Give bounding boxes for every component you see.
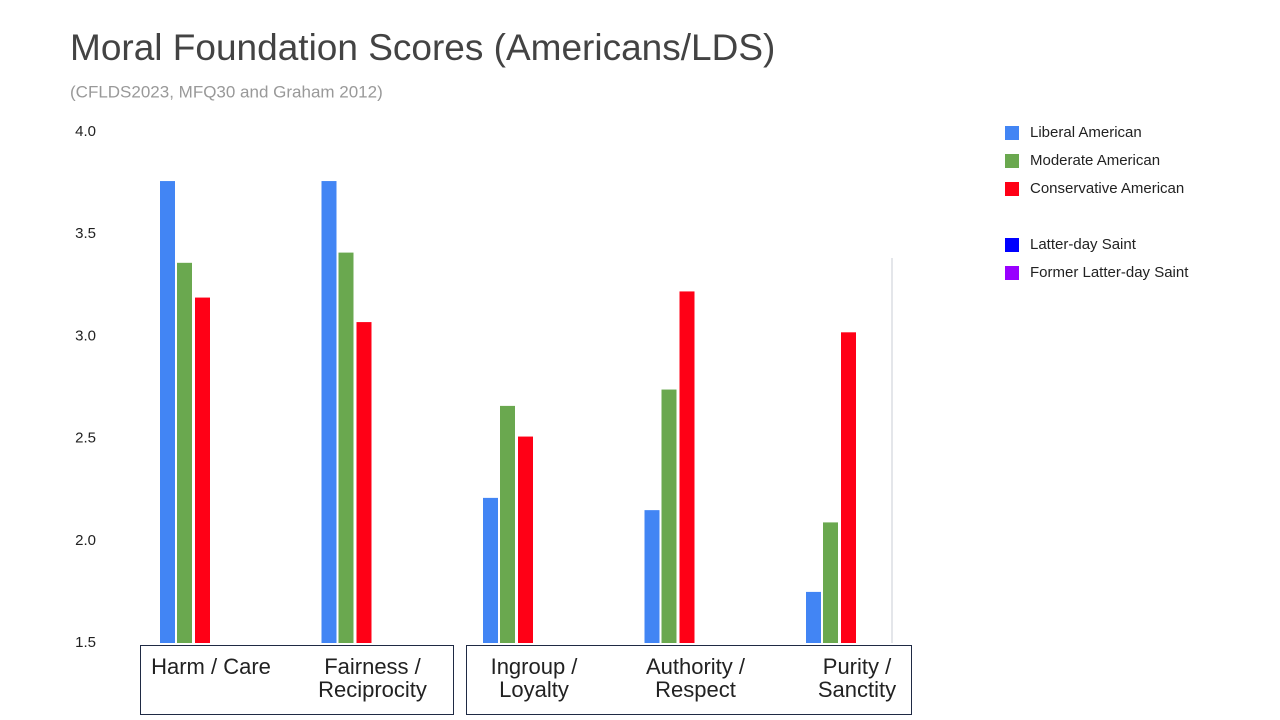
legend-label: Former Latter-day Saint: [1030, 264, 1189, 281]
legend-swatch: [1005, 266, 1019, 280]
bar: [841, 332, 856, 643]
bar: [321, 181, 337, 643]
legend-label: Liberal American: [1030, 124, 1142, 141]
bar: [483, 497, 498, 643]
bar: [679, 291, 695, 643]
bar: [823, 522, 838, 643]
legend-swatch: [1005, 238, 1019, 252]
y-tick-label: 3.5: [75, 225, 96, 242]
y-tick-label: 2.5: [75, 430, 96, 447]
bar: [518, 436, 533, 643]
bar: [356, 322, 372, 643]
x-tick-label: Fairness / Reciprocity: [318, 654, 427, 702]
bar: [661, 389, 677, 643]
y-tick-label: 3.0: [75, 327, 96, 344]
x-tick-label: Ingroup / Loyalty: [490, 654, 578, 702]
x-tick-label: Purity / Sanctity: [817, 654, 897, 702]
bar: [806, 591, 821, 643]
legend-swatch: [1005, 126, 1019, 140]
y-tick-label: 4.0: [75, 123, 96, 140]
x-tick-label: Authority / Respect: [645, 654, 746, 702]
legend-label: Moderate American: [1030, 152, 1160, 169]
bar: [644, 510, 660, 643]
chart-subtitle: (CFLDS2023, MFQ30 and Graham 2012): [70, 82, 383, 101]
bar: [500, 405, 515, 643]
group-box: [466, 645, 912, 715]
bar: [195, 297, 210, 643]
legend-label: Conservative American: [1030, 180, 1184, 197]
bar: [177, 262, 192, 643]
legend-label: Latter-day Saint: [1030, 236, 1137, 253]
legend-swatch: [1005, 154, 1019, 168]
x-tick-label: Harm / Care: [151, 654, 271, 679]
legend-swatch: [1005, 182, 1019, 196]
y-tick-label: 2.0: [75, 532, 96, 549]
bar: [338, 252, 354, 643]
group-box: [140, 645, 454, 715]
y-tick-label: 1.5: [75, 634, 96, 651]
chart-title: Moral Foundation Scores (Americans/LDS): [70, 27, 775, 68]
bar: [160, 181, 175, 643]
